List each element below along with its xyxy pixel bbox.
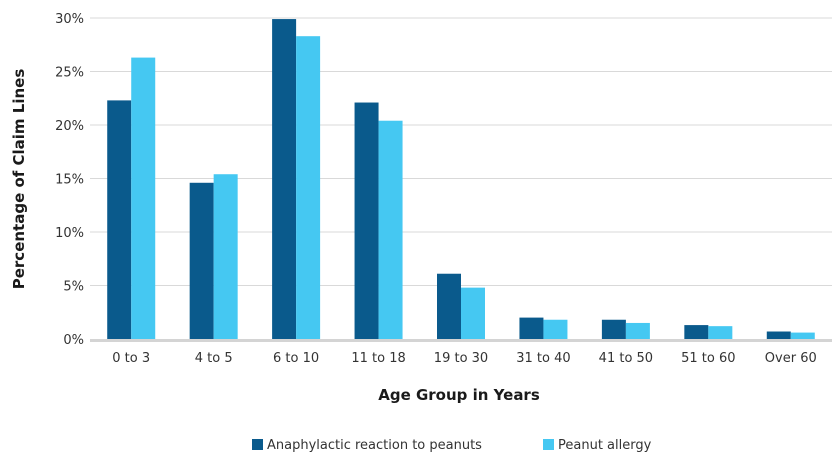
legend: Anaphylactic reaction to peanuts Peanut a… bbox=[252, 438, 652, 453]
x-tick-label: Over 60 bbox=[765, 351, 817, 366]
bar-peanut-allergy bbox=[543, 319, 568, 339]
bar-anaphylactic bbox=[354, 102, 379, 339]
bar-anaphylactic bbox=[519, 317, 544, 339]
x-axis bbox=[90, 339, 832, 342]
bar-anaphylactic bbox=[189, 182, 214, 339]
y-tick-label: 5% bbox=[63, 280, 84, 295]
bar-peanut-allergy bbox=[378, 120, 403, 339]
y-tick-label: 25% bbox=[55, 66, 84, 81]
bars bbox=[107, 19, 815, 340]
y-tick-label: 30% bbox=[55, 12, 84, 27]
x-tick-label: 19 to 30 bbox=[434, 351, 488, 366]
x-tick-label: 31 to 40 bbox=[516, 351, 570, 366]
bar-anaphylactic bbox=[601, 319, 626, 339]
bar-anaphylactic bbox=[684, 325, 709, 339]
bar-peanut-allergy bbox=[213, 174, 238, 339]
bar-anaphylactic bbox=[766, 331, 791, 339]
bar-peanut-allergy bbox=[625, 322, 650, 339]
legend-swatch bbox=[543, 439, 554, 450]
x-tick-label: 0 to 3 bbox=[112, 351, 150, 366]
x-tick-label: 51 to 60 bbox=[681, 351, 735, 366]
y-tick-label: 20% bbox=[55, 119, 84, 134]
legend-label: Peanut allergy bbox=[558, 438, 652, 453]
bar-anaphylactic bbox=[107, 100, 132, 339]
y-axis-label: Percentage of Claim Lines bbox=[10, 69, 28, 290]
legend-label: Anaphylactic reaction to peanuts bbox=[267, 438, 482, 453]
x-tick-label: 6 to 10 bbox=[273, 351, 319, 366]
y-tick-label: 10% bbox=[55, 226, 84, 241]
y-tick-label: 15% bbox=[55, 173, 84, 188]
x-tick-label: 4 to 5 bbox=[195, 351, 233, 366]
bar-peanut-allergy bbox=[790, 332, 815, 339]
y-axis-ticks: 0% 5% 10% 15% 20% 25% 30% bbox=[55, 12, 84, 348]
legend-swatch bbox=[252, 439, 263, 450]
bar-anaphylactic bbox=[437, 273, 461, 339]
x-axis-ticks: 0 to 3 4 to 5 6 to 10 11 to 18 19 to 30 31 to… bbox=[112, 351, 816, 366]
x-axis-line bbox=[90, 339, 832, 342]
bar-anaphylactic bbox=[272, 19, 297, 339]
y-tick-label: 0% bbox=[63, 333, 84, 348]
x-tick-label: 11 to 18 bbox=[351, 351, 405, 366]
x-tick-label: 41 to 50 bbox=[599, 351, 653, 366]
bar-peanut-allergy bbox=[708, 326, 733, 339]
bar-peanut-allergy bbox=[461, 287, 485, 339]
bar-peanut-allergy bbox=[296, 36, 321, 339]
bar-peanut-allergy bbox=[131, 57, 156, 340]
x-axis-label: Age Group in Years bbox=[378, 386, 540, 404]
